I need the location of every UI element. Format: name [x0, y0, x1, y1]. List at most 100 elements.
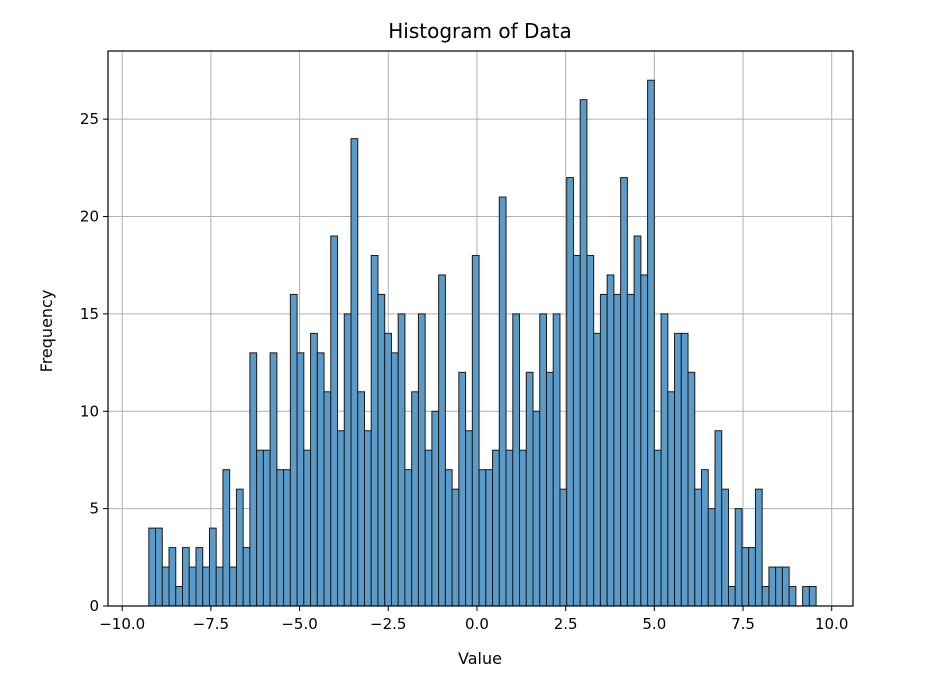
histogram-bar — [438, 274, 446, 607]
x-tick-label: −7.5 — [193, 615, 229, 633]
histogram-bar — [269, 352, 278, 607]
histogram-bar — [687, 371, 696, 607]
histogram-bar — [498, 196, 507, 607]
x-tick-label: −5.0 — [281, 615, 317, 633]
histogram-bar — [283, 469, 291, 607]
histogram-bar — [559, 488, 568, 607]
histogram-bar — [215, 566, 224, 607]
histogram-bar — [647, 79, 655, 607]
y-axis-label: Frequency — [37, 290, 56, 373]
histogram-bar — [188, 566, 197, 607]
histogram-bar — [478, 469, 487, 607]
histogram-bar — [579, 99, 588, 607]
histogram-bar — [667, 391, 676, 607]
histogram-bar — [761, 586, 770, 607]
histogram-bar — [289, 293, 298, 607]
histogram-bar — [168, 547, 177, 607]
histogram-bar — [195, 547, 204, 607]
histogram-bar — [606, 274, 615, 607]
histogram-bar — [512, 313, 521, 607]
histogram-bar — [653, 449, 662, 607]
histogram-bar — [148, 527, 157, 607]
histogram-bar — [505, 449, 514, 607]
histogram-bar — [748, 547, 756, 607]
histogram-bar — [377, 293, 386, 607]
histogram-bar — [626, 293, 635, 607]
histogram-bar — [363, 430, 372, 607]
x-tick-label: 7.5 — [731, 615, 755, 633]
histogram-bar — [175, 586, 183, 607]
histogram-bar — [444, 469, 453, 607]
histogram-bar — [303, 449, 312, 607]
histogram-bar — [620, 177, 628, 607]
histogram-bar — [249, 352, 258, 607]
y-axis-ticks: 0 5 10 15 20 25 — [80, 110, 108, 615]
histogram-bar — [431, 410, 440, 607]
y-tick-label: 20 — [80, 208, 99, 226]
histogram-bar — [633, 235, 642, 607]
chart-title: Histogram of Data — [388, 19, 572, 43]
histogram-bar — [754, 488, 763, 607]
y-tick-label: 5 — [89, 500, 99, 518]
histogram-bar — [734, 508, 743, 607]
histogram-bar — [316, 352, 325, 607]
histogram-bar — [235, 488, 244, 607]
histogram-bar — [155, 527, 163, 607]
histogram-bar — [694, 488, 703, 607]
histogram-bar — [310, 332, 318, 607]
histogram-bar — [492, 449, 500, 607]
x-tick-label: 5.0 — [642, 615, 666, 633]
histogram-bar — [397, 313, 406, 607]
histogram-bar — [674, 332, 682, 607]
histogram-bar — [424, 449, 433, 607]
histogram-bar — [781, 566, 790, 607]
histogram-bar — [343, 313, 352, 607]
histogram-bar — [660, 313, 669, 607]
histogram-bar — [357, 391, 365, 607]
x-axis-ticks: −10.0 −7.5 −5.0 −2.5 0.0 2.5 5.0 7.5 10.0 — [99, 606, 848, 633]
x-tick-label: 0.0 — [465, 615, 489, 633]
histogram-bar — [680, 332, 689, 607]
histogram-bar — [208, 527, 217, 607]
histogram-bar — [701, 469, 709, 607]
y-tick-label: 10 — [80, 402, 99, 420]
histogram-bar — [808, 586, 817, 607]
histogram-bar — [727, 586, 736, 607]
histogram-bar — [707, 508, 716, 607]
histogram-bar — [485, 469, 494, 607]
histogram-bar — [370, 254, 379, 607]
histogram-bar — [262, 449, 271, 607]
histogram-bar — [337, 430, 345, 607]
histogram-bar — [775, 566, 783, 607]
histogram-bar — [768, 566, 777, 607]
histogram-bar — [586, 254, 595, 607]
histogram-bar — [161, 566, 170, 607]
histogram-bar — [417, 313, 426, 607]
histogram-bar — [404, 469, 413, 607]
x-axis-label: Value — [458, 649, 502, 668]
histogram-bar — [350, 138, 359, 607]
histogram-bar — [539, 313, 547, 607]
histogram-bar — [451, 488, 460, 607]
histogram-bar — [182, 547, 190, 607]
histogram-bar — [330, 235, 339, 607]
histogram-bar — [599, 293, 608, 607]
histogram-bar — [202, 566, 210, 607]
x-tick-label: 10.0 — [815, 615, 848, 633]
histogram-bar — [465, 430, 473, 607]
histogram-bar — [222, 469, 231, 607]
histogram-bar — [802, 586, 810, 607]
histogram-bar — [525, 371, 534, 607]
histogram-bar — [242, 547, 251, 607]
histogram-bar — [788, 586, 797, 607]
histogram-bar — [411, 391, 419, 607]
histogram-bar — [390, 352, 399, 607]
y-tick-label: 25 — [80, 110, 99, 128]
histogram-bar — [640, 274, 649, 607]
histogram-bar — [384, 332, 392, 607]
histogram-bar — [229, 566, 237, 607]
histogram-bar — [256, 449, 264, 607]
x-tick-label: −2.5 — [370, 615, 406, 633]
histogram-bar — [721, 488, 729, 607]
